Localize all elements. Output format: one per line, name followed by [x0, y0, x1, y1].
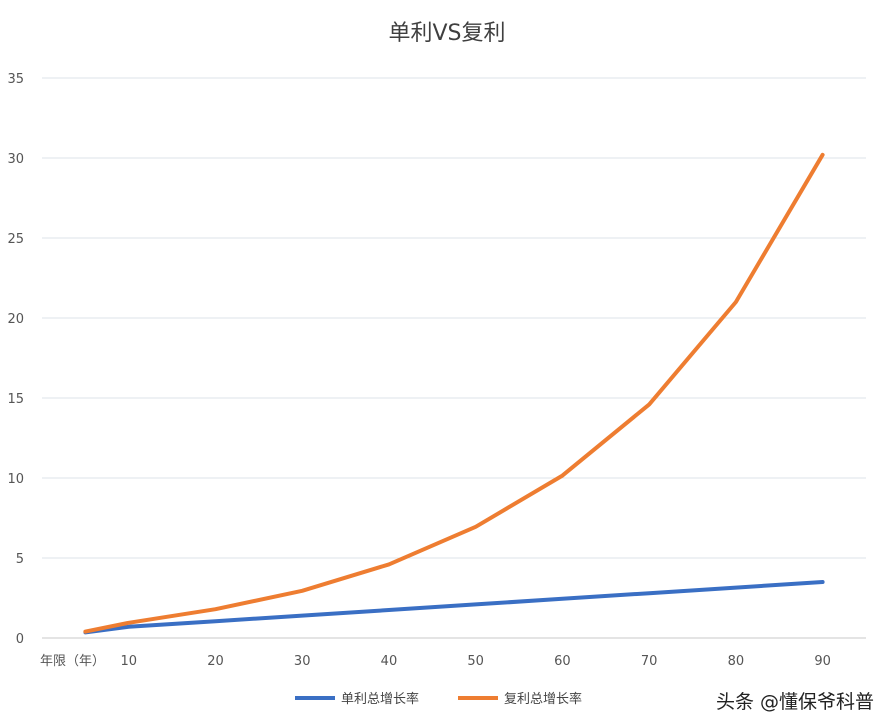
- x-tick-label: 40: [381, 654, 398, 669]
- series-lines: [83, 152, 825, 635]
- y-tick-label: 25: [7, 232, 24, 247]
- y-tick-label: 30: [7, 152, 24, 167]
- legend-label-2: 复利总增长率: [504, 691, 582, 707]
- y-tick-label: 20: [7, 312, 24, 327]
- y-tick-label: 15: [7, 392, 24, 407]
- y-axis-ticks: 0 5 10 15 20 25 30 35: [7, 72, 24, 647]
- x-tick-label: 10: [120, 654, 137, 669]
- watermark: 头条 @懂保爷科普: [715, 691, 874, 713]
- x-tick-label: 60: [554, 654, 571, 669]
- y-tick-label: 10: [7, 472, 24, 487]
- y-tick-label: 0: [16, 632, 24, 647]
- x-tick-label: 70: [641, 654, 658, 669]
- series-line-2: [83, 152, 825, 634]
- gridlines: [42, 77, 866, 639]
- x-tick-label: 80: [728, 654, 745, 669]
- series-line-1: [83, 580, 825, 635]
- legend-label-1: 单利总增长率: [341, 691, 419, 707]
- legend: 单利总增长率 复利总增长率: [295, 691, 582, 707]
- y-tick-label: 5: [16, 552, 24, 567]
- x-axis-ticks: 年限（年） 10 20 30 40 50 60 70 80 90: [40, 654, 831, 669]
- x-tick-label: 20: [207, 654, 224, 669]
- x-tick-label: 50: [467, 654, 484, 669]
- x-tick-label: 90: [814, 654, 831, 669]
- x-tick-label: 30: [294, 654, 311, 669]
- chart-title: 单利VS复利: [388, 21, 505, 46]
- y-tick-label: 35: [7, 72, 24, 87]
- x-axis-label: 年限（年）: [40, 654, 105, 669]
